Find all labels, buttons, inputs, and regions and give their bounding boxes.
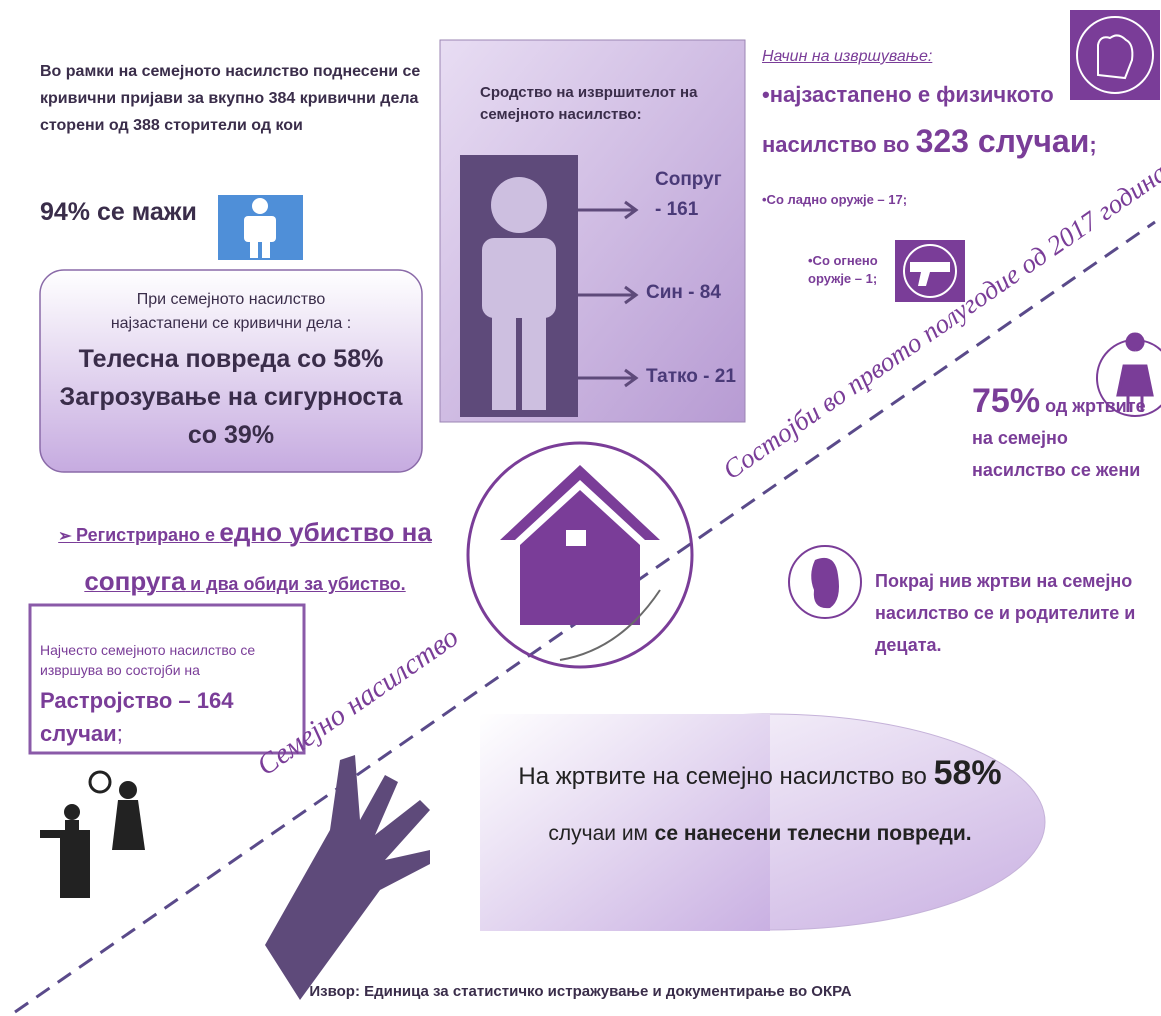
relation-arrows	[578, 200, 639, 388]
relation-item: Татко - 21	[646, 366, 736, 387]
fist-shape	[1097, 34, 1134, 80]
house-roof	[500, 465, 660, 540]
child-icon	[788, 545, 862, 619]
injuries-number: 58%	[933, 754, 1002, 792]
woman-shape	[1116, 332, 1154, 412]
method-cold: •Со ладно оружје – 17;	[762, 192, 908, 207]
murder-part: и два обиди за убиство.	[190, 574, 406, 594]
fist-icon	[1076, 16, 1154, 94]
injuries-mid: случаи им	[548, 822, 648, 845]
gun-icon	[903, 244, 957, 298]
crime-item: Телесна повреда со 58%	[78, 345, 384, 373]
house-circle	[466, 441, 694, 669]
barbed-wire	[559, 589, 661, 661]
relation-item: Син - 84	[646, 282, 721, 303]
state-lead: Најчесто семејното насилство се извршува…	[40, 642, 256, 678]
relation-item: Сопруг - 161	[655, 169, 722, 220]
women-number: 75%	[972, 382, 1041, 420]
intro-text: Во рамки на семејното насилство поднесен…	[40, 63, 421, 134]
crimes-lead: При семејното насилство најзастапени се …	[110, 291, 352, 332]
relation-figure	[482, 177, 556, 410]
method-title: Начин на извршување:	[762, 48, 933, 65]
stress-icon	[40, 770, 145, 905]
house-body	[520, 490, 640, 625]
state-box	[28, 603, 306, 755]
murder: ➢ Регистрирано е едно убиство на сопруга…	[58, 517, 432, 596]
injuries: На жртвите на семејно насилство во 58% с…	[500, 745, 1020, 862]
injuries-box	[480, 714, 770, 931]
injuries-bold: се нанесени телесни повреди.	[654, 822, 972, 845]
state-tail: ;	[116, 721, 123, 746]
crimes-box	[39, 269, 423, 473]
method-end: ;	[1089, 132, 1097, 157]
source: Извор: Единица за статистичко истражувањ…	[309, 983, 852, 1000]
state: Најчесто семејното насилство се извршува…	[40, 640, 295, 750]
injuries-lead: На жртвите на семејно насилство во	[518, 763, 927, 790]
method-line: •најзастапено е физичкото насилство во 3…	[762, 72, 1102, 168]
fist-icon-bg	[1070, 10, 1160, 100]
murder-part: едно убиство на сопруга	[84, 517, 432, 596]
house-window	[566, 530, 586, 546]
others: Покрај нив жртви на семејно насилство се…	[875, 571, 1136, 655]
child-shape	[811, 557, 839, 609]
women-of: од	[1045, 396, 1068, 416]
women-rest: жртвите на семејно насилство се жени	[972, 396, 1146, 480]
method-number: 323 случаи	[915, 123, 1090, 159]
relation-title: Сродство на извршителот на семејното нас…	[480, 84, 698, 123]
murder-part: Регистрирано е	[76, 525, 215, 545]
gun-shape	[910, 262, 950, 286]
diagonal-line	[14, 220, 1156, 1014]
crime-item: Загрозување на сигурноста со 39%	[59, 383, 403, 449]
male-icon	[244, 198, 276, 258]
men-share: 94% се мажи	[40, 198, 197, 226]
crimes: При семејното насилство најзастапени се …	[50, 288, 412, 454]
hand	[265, 755, 430, 1000]
women: 75% од жртвите на семејно насилство се ж…	[972, 382, 1157, 486]
method-text: •најзастапено е физичкото насилство во	[762, 82, 1054, 157]
state-highlight: Растројство – 164 случаи	[40, 688, 234, 746]
method-fire: •Со огнено оружје – 1;	[808, 253, 878, 286]
